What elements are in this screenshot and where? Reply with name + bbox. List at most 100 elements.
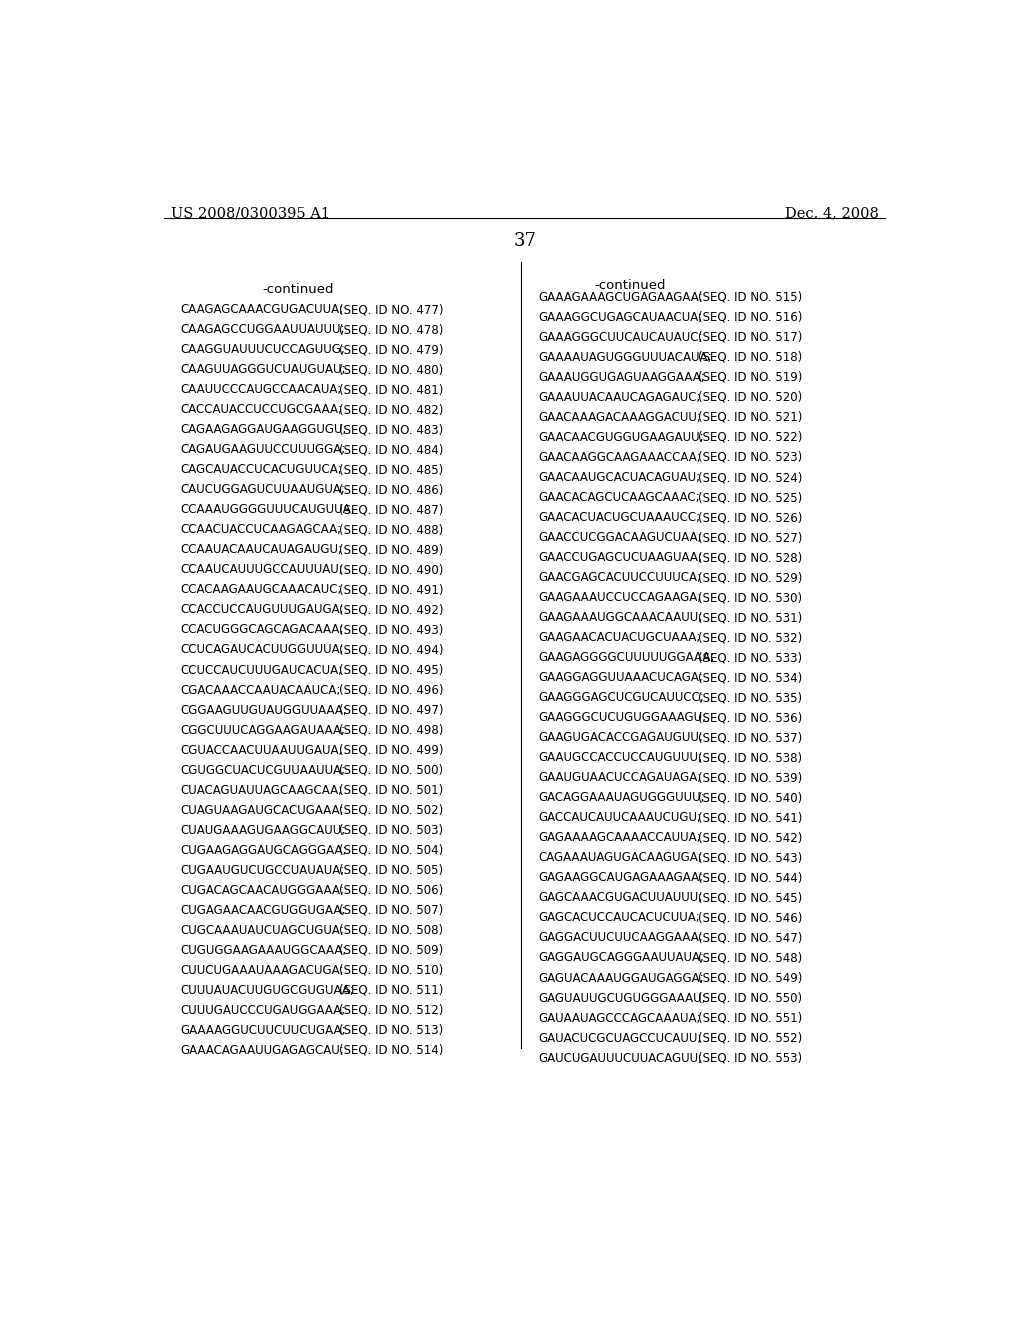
Text: CUACAGUAUUAGCAAGCAA;: CUACAGUAUUAGCAAGCAA; — [180, 784, 343, 797]
Text: (SEQ. ID NO. 506): (SEQ. ID NO. 506) — [339, 884, 443, 896]
Text: (SEQ. ID NO. 551): (SEQ. ID NO. 551) — [697, 1011, 802, 1024]
Text: GAAGUGACACCGAGAUGUU;: GAAGUGACACCGAGAUGUU; — [539, 731, 703, 744]
Text: GAACCUCGGACAAGUCUAA;: GAACCUCGGACAAGUCUAA; — [539, 531, 702, 544]
Text: (SEQ. ID NO. 553): (SEQ. ID NO. 553) — [697, 1052, 802, 1065]
Text: -continued: -continued — [595, 279, 666, 292]
Text: CCUCAGAUCACUUGGUUUA;: CCUCAGAUCACUUGGUUUA; — [180, 644, 344, 656]
Text: (SEQ. ID NO. 541): (SEQ. ID NO. 541) — [697, 812, 802, 825]
Text: (SEQ. ID NO. 550): (SEQ. ID NO. 550) — [697, 991, 802, 1005]
Text: (SEQ. ID NO. 480): (SEQ. ID NO. 480) — [339, 363, 443, 376]
Text: (SEQ. ID NO. 531): (SEQ. ID NO. 531) — [697, 611, 802, 624]
Text: (SEQ. ID NO. 507): (SEQ. ID NO. 507) — [339, 904, 443, 917]
Text: (SEQ. ID NO. 483): (SEQ. ID NO. 483) — [339, 424, 443, 437]
Text: CCACAAGAAUGCAAACAUC;: CCACAAGAAUGCAAACAUC; — [180, 583, 342, 597]
Text: GAGGACUUCUUCAAGGAAA;: GAGGACUUCUUCAAGGAAA; — [539, 932, 703, 945]
Text: CCACCUCCAUGUUUGAUGA;: CCACCUCCAUGUUUGAUGA; — [180, 603, 344, 616]
Text: -continued: -continued — [263, 284, 334, 296]
Text: GAAGAAAUGGCAAACAAUU;: GAAGAAAUGGCAAACAAUU; — [539, 611, 703, 624]
Text: (SEQ. ID NO. 519): (SEQ. ID NO. 519) — [697, 371, 802, 384]
Text: GAAGAACACUACUGCUAAA;: GAAGAACACUACUGCUAAA; — [539, 631, 701, 644]
Text: GAAAGAAAGCUGAGAAGAA;: GAAAGAAAGCUGAGAAGAA; — [539, 290, 703, 304]
Text: (SEQ. ID NO. 543): (SEQ. ID NO. 543) — [697, 851, 802, 865]
Text: (SEQ. ID NO. 508): (SEQ. ID NO. 508) — [339, 924, 443, 937]
Text: (SEQ. ID NO. 511): (SEQ. ID NO. 511) — [339, 983, 443, 997]
Text: GAAGAGGGGCUUUUUGGAAA;: GAAGAGGGGCUUUUUGGAAA; — [539, 651, 715, 664]
Text: (SEQ. ID NO. 552): (SEQ. ID NO. 552) — [697, 1032, 802, 1044]
Text: CGGCUUUCAGGAAGAUAAA;: CGGCUUUCAGGAAGAUAAA; — [180, 723, 346, 737]
Text: GAAGGGCUCUGUGGAAAGU;: GAAGGGCUCUGUGGAAAGU; — [539, 711, 707, 725]
Text: (SEQ. ID NO. 548): (SEQ. ID NO. 548) — [697, 952, 802, 965]
Text: GAAUGUAACUCCAGAUAGA;: GAAUGUAACUCCAGAUAGA; — [539, 771, 702, 784]
Text: (SEQ. ID NO. 535): (SEQ. ID NO. 535) — [697, 692, 802, 705]
Text: (SEQ. ID NO. 486): (SEQ. ID NO. 486) — [339, 483, 443, 496]
Text: GAGGAUGCAGGGAAUUAUA;: GAGGAUGCAGGGAAUUAUA; — [539, 952, 705, 965]
Text: (SEQ. ID NO. 530): (SEQ. ID NO. 530) — [697, 591, 802, 605]
Text: (SEQ. ID NO. 504): (SEQ. ID NO. 504) — [339, 843, 443, 857]
Text: CUUUGAUCCCUGAUGGAAA;: CUUUGAUCCCUGAUGGAAA; — [180, 1003, 346, 1016]
Text: (SEQ. ID NO. 545): (SEQ. ID NO. 545) — [697, 891, 802, 904]
Text: (SEQ. ID NO. 503): (SEQ. ID NO. 503) — [339, 824, 443, 837]
Text: GAACAAAGACAAAGGACUU;: GAACAAAGACAAAGGACUU; — [539, 411, 701, 424]
Text: (SEQ. ID NO. 488): (SEQ. ID NO. 488) — [339, 524, 443, 536]
Text: CUGAGAACAACGUGGUGAA;: CUGAGAACAACGUGGUGAA; — [180, 904, 346, 917]
Text: (SEQ. ID NO. 537): (SEQ. ID NO. 537) — [697, 731, 802, 744]
Text: (SEQ. ID NO. 495): (SEQ. ID NO. 495) — [339, 664, 443, 677]
Text: GACAGGAAAUAGUGGGUUU;: GACAGGAAAUAGUGGGUUU; — [539, 792, 706, 804]
Text: GACCAUCAUUCAAAUCUGU;: GACCAUCAUUCAAAUCUGU; — [539, 812, 701, 825]
Text: (SEQ. ID NO. 497): (SEQ. ID NO. 497) — [339, 704, 443, 717]
Text: CAUCUGGAGUCUUAAUGUA;: CAUCUGGAGUCUUAAUGUA; — [180, 483, 345, 496]
Text: (SEQ. ID NO. 512): (SEQ. ID NO. 512) — [339, 1003, 443, 1016]
Text: CUGCAAAUAUCUAGCUGUA;: CUGCAAAUAUCUAGCUGUA; — [180, 924, 344, 937]
Text: CAGAAAUAGUGACAAGUGA;: CAGAAAUAGUGACAAGUGA; — [539, 851, 702, 865]
Text: (SEQ. ID NO. 516): (SEQ. ID NO. 516) — [697, 312, 802, 323]
Text: CAAGUUAGGGUCUAUGUAU;: CAAGUUAGGGUCUAUGUAU; — [180, 363, 346, 376]
Text: (SEQ. ID NO. 518): (SEQ. ID NO. 518) — [697, 351, 802, 364]
Text: (SEQ. ID NO. 544): (SEQ. ID NO. 544) — [697, 871, 802, 884]
Text: (SEQ. ID NO. 500): (SEQ. ID NO. 500) — [339, 763, 443, 776]
Text: (SEQ. ID NO. 477): (SEQ. ID NO. 477) — [339, 304, 443, 317]
Text: GAAAGGGCUUCAUCAUAUC;: GAAAGGGCUUCAUCAUAUC; — [539, 331, 703, 345]
Text: (SEQ. ID NO. 502): (SEQ. ID NO. 502) — [339, 804, 443, 817]
Text: CCAAAUGGGGUUUCAUGUUA;: CCAAAUGGGGUUUCAUGUUA; — [180, 503, 355, 516]
Text: (SEQ. ID NO. 529): (SEQ. ID NO. 529) — [697, 572, 802, 585]
Text: GAACAAUGCACUACAGUAU;: GAACAAUGCACUACAGUAU; — [539, 471, 700, 484]
Text: (SEQ. ID NO. 478): (SEQ. ID NO. 478) — [339, 323, 443, 337]
Text: (SEQ. ID NO. 493): (SEQ. ID NO. 493) — [339, 623, 443, 636]
Text: CUGUGGAAGAAAUGGCAAA;: CUGUGGAAGAAAUGGCAAA; — [180, 944, 347, 957]
Text: GAGAAAAGCAAAACCAUUA;: GAGAAAAGCAAAACCAUUA; — [539, 832, 701, 845]
Text: GAAAUGGUGAGUAAGGAAA;: GAAAUGGUGAGUAAGGAAA; — [539, 371, 706, 384]
Text: (SEQ. ID NO. 482): (SEQ. ID NO. 482) — [339, 404, 443, 416]
Text: (SEQ. ID NO. 496): (SEQ. ID NO. 496) — [339, 684, 443, 697]
Text: (SEQ. ID NO. 547): (SEQ. ID NO. 547) — [697, 932, 802, 945]
Text: GAGAAGGCAUGAGAAAGAA;: GAGAAGGCAUGAGAAAGAA; — [539, 871, 703, 884]
Text: (SEQ. ID NO. 487): (SEQ. ID NO. 487) — [339, 503, 443, 516]
Text: GAACAAGGCAAGAAACCAA;: GAACAAGGCAAGAAACCAA; — [539, 451, 701, 465]
Text: GAUCUGAUUUCUUACAGUU;: GAUCUGAUUUCUUACAGUU; — [539, 1052, 702, 1065]
Text: (SEQ. ID NO. 514): (SEQ. ID NO. 514) — [339, 1044, 443, 1057]
Text: GAAGGAGGUUAAACUCAGA;: GAAGGAGGUUAAACUCAGA; — [539, 671, 703, 684]
Text: CAAGGUAUUUCUCCAGUUG;: CAAGGUAUUUCUCCAGUUG; — [180, 343, 345, 356]
Text: GAGCACUCCAUCACUCUUA;: GAGCACUCCAUCACUCUUA; — [539, 911, 700, 924]
Text: CUUCUGAAAUAAAGACUGA;: CUUCUGAAAUAAAGACUGA; — [180, 964, 344, 977]
Text: (SEQ. ID NO. 515): (SEQ. ID NO. 515) — [697, 290, 802, 304]
Text: CCAAUACAAUCAUAGAUGU;: CCAAUACAAUCAUAGAUGU; — [180, 544, 343, 557]
Text: GAACACAGCUCAAGCAAAC;: GAACACAGCUCAAGCAAAC; — [539, 491, 700, 504]
Text: CAGCAUACCUCACUGUUCA;: CAGCAUACCUCACUGUUCA; — [180, 463, 342, 477]
Text: GAAUGCCACCUCCAUGUUU;: GAAUGCCACCUCCAUGUUU; — [539, 751, 702, 764]
Text: GAAACAGAAUUGAGAGCAU;: GAAACAGAAUUGAGAGCAU; — [180, 1044, 344, 1057]
Text: (SEQ. ID NO. 533): (SEQ. ID NO. 533) — [697, 651, 802, 664]
Text: (SEQ. ID NO. 549): (SEQ. ID NO. 549) — [697, 972, 802, 985]
Text: GAAAGGCUGAGCAUAACUA;: GAAAGGCUGAGCAUAACUA; — [539, 312, 703, 323]
Text: (SEQ. ID NO. 532): (SEQ. ID NO. 532) — [697, 631, 802, 644]
Text: (SEQ. ID NO. 522): (SEQ. ID NO. 522) — [697, 430, 802, 444]
Text: (SEQ. ID NO. 526): (SEQ. ID NO. 526) — [697, 511, 802, 524]
Text: CGUACCAACUUAAUUGAUA;: CGUACCAACUUAAUUGAUA; — [180, 743, 343, 756]
Text: GAAAUUACAAUCAGAGAUC;: GAAAUUACAAUCAGAGAUC; — [539, 391, 701, 404]
Text: (SEQ. ID NO. 484): (SEQ. ID NO. 484) — [339, 444, 443, 457]
Text: CACCAUACCUCCUGCGAAA;: CACCAUACCUCCUGCGAAA; — [180, 404, 343, 416]
Text: (SEQ. ID NO. 513): (SEQ. ID NO. 513) — [339, 1024, 443, 1038]
Text: (SEQ. ID NO. 505): (SEQ. ID NO. 505) — [339, 863, 443, 876]
Text: (SEQ. ID NO. 490): (SEQ. ID NO. 490) — [339, 564, 443, 577]
Text: CGGAAGUUGUAUGGUUAAA;: CGGAAGUUGUAUGGUUAAA; — [180, 704, 347, 717]
Text: (SEQ. ID NO. 517): (SEQ. ID NO. 517) — [697, 331, 802, 345]
